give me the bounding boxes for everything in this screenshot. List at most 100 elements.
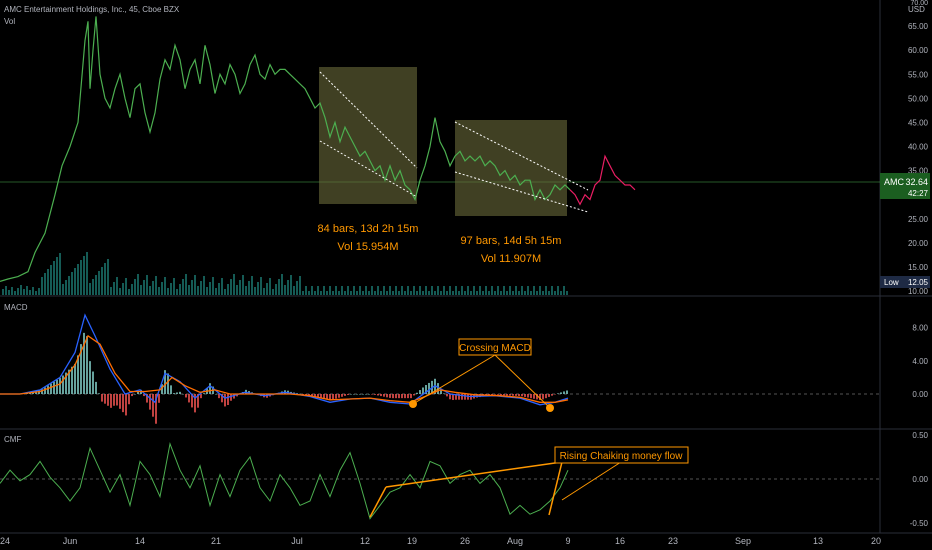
volume-bar [179,284,181,295]
macd-histogram-bar [224,394,226,407]
time-tick-label: Sep [735,536,751,546]
cmf-trend-3 [548,461,563,516]
volume-bar [401,286,403,295]
time-tick-label: 14 [135,536,145,546]
volume-bar [215,288,217,295]
volume-bar [272,289,274,295]
macd-histogram-bar [89,361,91,394]
macd-histogram-bar [380,394,382,397]
macd-histogram-bar [77,355,79,394]
volume-bar [467,286,469,295]
volume-bar [206,287,208,295]
volume-bar [200,281,202,295]
macd-histogram-bar [53,381,55,394]
macd-histogram-bar [548,394,550,397]
time-tick-label: 16 [615,536,625,546]
macd-histogram-bar [134,394,136,395]
volume-bar [452,291,454,295]
volume-bar [209,282,211,295]
volume-bar [413,286,415,295]
macd-histogram-bar [305,394,307,396]
volume-bar [503,286,505,295]
macd-histogram-bar [539,394,541,401]
macd-histogram-bar [332,394,334,400]
macd-histogram-bar [227,394,229,405]
volume-bar [521,286,523,295]
volume-bar [188,285,190,295]
volume-bar [197,286,199,295]
macd-histogram-bar [119,394,121,409]
macd-histogram-bar [98,393,100,394]
macd-histogram-bar [542,394,544,400]
last-price-badge [880,173,930,199]
volume-bar [404,291,406,295]
volume-bar [422,291,424,295]
time-tick-label: 13 [813,536,823,546]
macd-histogram-bar [92,371,94,394]
time-tick-label: 21 [211,536,221,546]
macd-histogram-bar [503,394,505,396]
price-projection-line [569,154,636,206]
volume-bar [287,280,289,295]
volume-bar [17,288,19,295]
volume-bar [71,272,73,295]
volume-bar [233,274,235,295]
volume-bar [515,286,517,295]
crossing-macd-arrow-1 [412,354,496,405]
volume-bar [560,291,562,295]
volume-bar [476,291,478,295]
price-tick-label: 20.00 [908,239,929,248]
badge-countdown: 42:27 [908,189,929,198]
time-tick-label: 12 [360,536,370,546]
price-series [0,16,636,282]
box1-label-bars: 84 bars, 13d 2h 15m [318,223,419,235]
macd-histogram-bar [80,344,82,394]
macd-tick-label: 8.00 [912,324,928,333]
macd-histogram-bar [446,394,448,397]
macd-histogram-bar [557,393,559,394]
macd-histogram-bar [74,363,76,394]
volume-bar [371,286,373,295]
macd-histogram-bar [71,366,73,394]
time-axis: 24 Jun 14 21 Jul 12 19 26 Aug 9 16 23 Sep 13 20 [0,536,881,546]
macd-histogram-bar [335,394,337,399]
macd-histogram-bar [512,394,514,396]
volume-bar [29,290,31,295]
volume-bar [83,256,85,295]
macd-histogram-bar [143,394,145,397]
macd-histogram-bar [425,385,427,394]
volume-bar [14,291,16,295]
price-tick-label: 15.00 [908,263,929,272]
volume-bar [320,291,322,295]
macd-histogram-bar [62,375,64,394]
volume-bar [506,291,508,295]
volume-bar [257,282,259,295]
volume-bar [368,291,370,295]
volume-bar [137,274,139,295]
pattern-box-1 [319,67,417,204]
macd-histogram-bar [536,394,538,400]
currency-label: USD [908,5,925,14]
macd-histogram-bar [362,394,364,395]
badge-symbol: AMC [884,177,905,187]
macd-title: MACD [4,303,28,312]
volume-bar [416,291,418,295]
macd-histogram-bar [350,394,352,395]
crossing-macd-label: Crossing MACD [459,343,531,354]
macd-histogram-bar [158,394,160,403]
volume-bar [2,289,4,295]
volume-bar [176,289,178,295]
volume-bar [449,286,451,295]
macd-histogram-bar [518,394,520,396]
macd-histogram-bar [389,394,391,398]
volume-bar [11,287,13,295]
macd-histogram-bar [353,394,355,395]
volume-bar [86,252,88,295]
volume-bar [47,269,49,295]
macd-histogram-bar [500,394,502,396]
volume-bar [146,275,148,295]
volume-bar [23,289,25,295]
volume-bar [152,281,154,295]
macd-histogram-bar [218,394,220,399]
macd-histogram-bar [221,394,223,403]
